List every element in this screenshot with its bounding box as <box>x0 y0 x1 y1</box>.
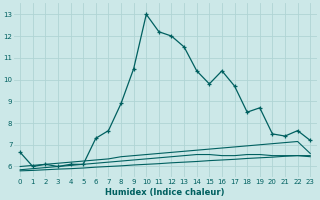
X-axis label: Humidex (Indice chaleur): Humidex (Indice chaleur) <box>106 188 225 197</box>
